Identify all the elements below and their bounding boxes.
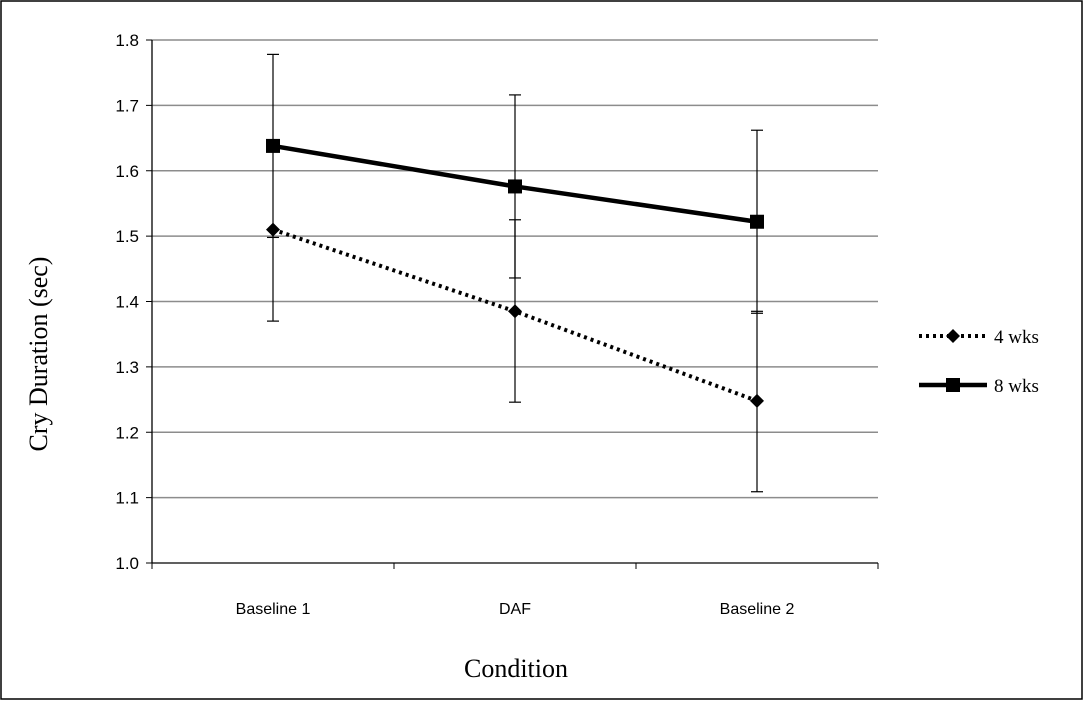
y-tick-label: 1.6 [115, 162, 139, 181]
y-tick-label: 1.2 [115, 423, 139, 442]
y-tick-label: 1.4 [115, 293, 139, 312]
y-axis-title: Cry Duration (sec) [24, 257, 53, 452]
series-line [272, 227, 758, 403]
x-axis-title: Condition [464, 654, 568, 683]
y-tick-labels: 1.0 1.1 1.2 1.3 1.4 1.5 1.6 1.7 1.8 [115, 31, 139, 573]
legend-label: 8 wks [994, 376, 1039, 397]
data-point-diamond [750, 393, 764, 408]
x-tick-label: Baseline 2 [720, 601, 795, 618]
y-tick-label: 1.3 [115, 358, 139, 377]
x-tick-labels: Baseline 1 DAF Baseline 2 [236, 601, 795, 618]
y-tick-label: 1.7 [115, 96, 139, 115]
y-tick-label: 1.0 [115, 554, 139, 573]
series-4-wks [266, 219, 764, 493]
y-tick-label: 1.8 [115, 31, 139, 50]
x-tick-label: Baseline 1 [236, 601, 311, 618]
y-tick-label: 1.1 [115, 489, 139, 508]
data-point-square [750, 214, 764, 229]
data-point-square [508, 179, 522, 194]
legend-label: 4 wks [994, 327, 1039, 348]
data-point-square [266, 138, 280, 153]
series-layer [266, 53, 764, 493]
legend: 4 wks 8 wks [919, 327, 1039, 397]
legend-marker-diamond [946, 329, 960, 343]
x-tick-label: DAF [499, 601, 531, 618]
series-8-wks [266, 53, 764, 314]
data-point-diamond [508, 304, 522, 319]
legend-marker-square [946, 378, 960, 392]
axes [146, 39, 879, 569]
y-tick-label: 1.5 [115, 227, 139, 246]
